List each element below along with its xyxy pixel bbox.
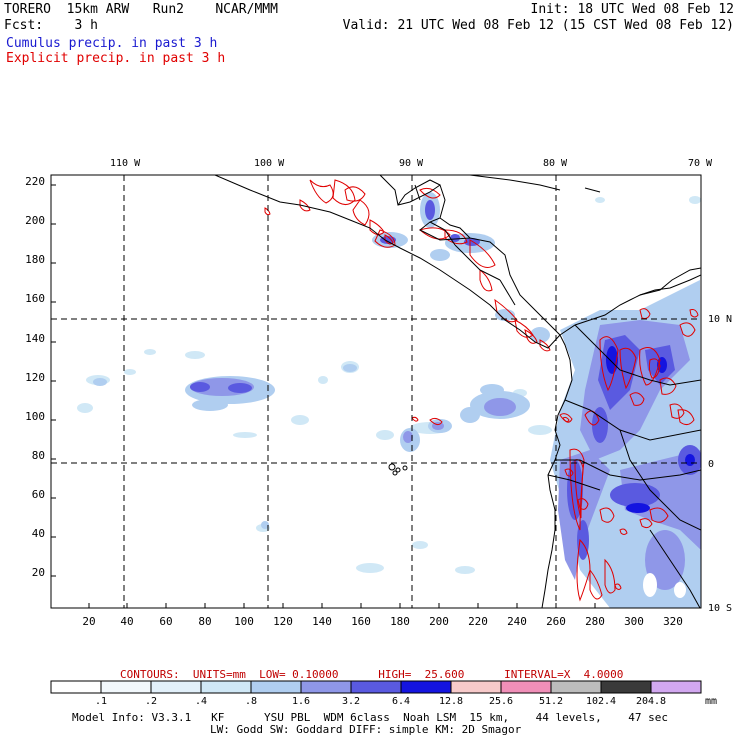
field-cumulus-label: Cumulus precip. in past 3 h [6, 36, 218, 51]
graticule [51, 175, 701, 608]
model-info-physics: LW: Godd SW: Goddard DIFF: simple KM: 2D… [210, 723, 522, 736]
x-tick-label: 280 [585, 615, 605, 628]
y-tick-label: 220 [25, 175, 45, 188]
legend-bin-label: .2 [145, 696, 157, 707]
valid-time: Valid: 21 UTC Wed 08 Feb 12 (15 CST Wed … [342, 18, 734, 33]
legend-bin-label: 6.4 [392, 696, 410, 707]
x-tick-label: 120 [273, 615, 293, 628]
coastlines [214, 175, 701, 608]
legend-bin [600, 680, 652, 694]
lat-label: 0 [708, 459, 714, 470]
legend-bin [100, 680, 152, 694]
x-tick-label: 140 [312, 615, 332, 628]
y-tick-label: 80 [32, 449, 45, 462]
x-tick-label: 320 [663, 615, 683, 628]
legend-bin [500, 680, 552, 694]
color-legend: .1 .2 .4 .8 1.6 3.2 6.4 12.8 25.6 51.2 1… [50, 680, 717, 707]
legend-bin-label: 1.6 [292, 696, 310, 707]
x-tick-labels: 20 40 60 80 100 120 140 160 180 200 220 … [82, 615, 683, 628]
x-tick-label: 20 [82, 615, 95, 628]
legend-bin-label: .8 [245, 696, 257, 707]
x-tick-label: 40 [120, 615, 133, 628]
map-frame [50, 174, 702, 609]
x-tick-label: 200 [429, 615, 449, 628]
y-tick-label: 140 [25, 332, 45, 345]
lon-label: 90 W [399, 158, 424, 169]
model-title: TORERO 15km ARW Run2 NCAR/MMM [4, 2, 278, 17]
x-tick-label: 180 [390, 615, 410, 628]
field-explicit-label: Explicit precip. in past 3 h [6, 51, 226, 66]
x-tick-label: 160 [351, 615, 371, 628]
longitude-labels: 110 W 100 W 90 W 80 W 70 W [110, 158, 713, 169]
legend-bin [550, 680, 602, 694]
x-tick-label: 220 [468, 615, 488, 628]
legend-bin-labels: .1 .2 .4 .8 1.6 3.2 6.4 12.8 25.6 51.2 1… [95, 696, 717, 707]
contours-info: CONTOURS: UNITS=mm LOW= 0.10000 HIGH= 25… [120, 668, 624, 681]
y-tick-label: 20 [32, 566, 45, 579]
y-tick-label: 200 [25, 214, 45, 227]
y-tick-label: 120 [25, 371, 45, 384]
legend-bins [50, 680, 702, 694]
lon-label: 110 W [110, 158, 141, 169]
latitude-labels: 10 N 0 10 S [708, 314, 732, 614]
legend-bin [200, 680, 252, 694]
x-tick-label: 300 [624, 615, 644, 628]
lat-label: 10 N [708, 314, 732, 325]
legend-bin [650, 680, 702, 694]
legend-bin [400, 680, 452, 694]
legend-bin [50, 680, 102, 694]
legend-bin-label: 12.8 [439, 696, 463, 707]
y-tick-label: 40 [32, 527, 45, 540]
y-tick-label: 60 [32, 488, 45, 501]
y-tick-label: 100 [25, 410, 45, 423]
cumulus-precip-shading [77, 192, 701, 608]
legend-units: mm [705, 696, 717, 707]
legend-bin-label: 25.6 [489, 696, 513, 707]
model-info: Model Info: V3.3.1 KF YSU PBL WDM 6class… [72, 711, 669, 724]
x-tick-label: 240 [507, 615, 527, 628]
y-tick-labels: 220 200 180 160 140 120 100 80 60 40 20 [25, 175, 45, 579]
legend-bin [350, 680, 402, 694]
legend-bin [300, 680, 352, 694]
tick-marks [51, 184, 674, 608]
legend-bin [150, 680, 202, 694]
lon-label: 80 W [543, 158, 568, 169]
y-tick-label: 180 [25, 253, 45, 266]
x-tick-label: 60 [159, 615, 172, 628]
x-tick-label: 80 [198, 615, 211, 628]
legend-bin-label: .4 [195, 696, 207, 707]
legend-bin-label: .1 [95, 696, 107, 707]
lon-label: 100 W [254, 158, 285, 169]
x-tick-label: 100 [234, 615, 254, 628]
x-tick-label: 260 [546, 615, 566, 628]
forecast-hour: Fcst: 3 h [4, 18, 98, 33]
lat-label: 10 S [708, 603, 732, 614]
legend-bin [250, 680, 302, 694]
lon-label: 70 W [688, 158, 713, 169]
y-tick-label: 160 [25, 292, 45, 305]
precip-map: 110 W 100 W 90 W 80 W 70 W 10 N 0 10 S 2… [25, 158, 732, 628]
legend-bin-label: 3.2 [342, 696, 360, 707]
explicit-precip-contours [264, 179, 699, 602]
legend-bin [450, 680, 502, 694]
legend-bin-label: 51.2 [539, 696, 563, 707]
legend-bin-label: 102.4 [586, 696, 616, 707]
init-time: Init: 18 UTC Wed 08 Feb 12 [530, 2, 735, 17]
legend-bin-label: 204.8 [636, 696, 666, 707]
